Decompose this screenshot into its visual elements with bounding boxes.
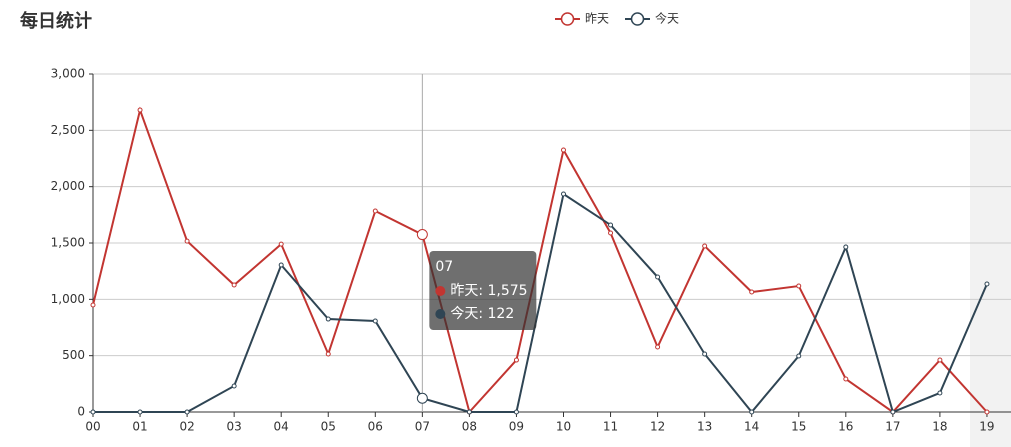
x-tick-label: 00 (85, 420, 100, 434)
legend-label: 昨天 (585, 12, 609, 26)
x-tick-label: 02 (179, 420, 194, 434)
point (843, 376, 849, 382)
zoom-shade (970, 0, 1011, 447)
x-tick-label: 09 (509, 420, 524, 434)
point (278, 262, 284, 268)
point (984, 409, 990, 415)
series-line (92, 106, 988, 415)
point (702, 243, 708, 249)
legend-marker (630, 12, 645, 26)
legend-label: 今天 (655, 11, 679, 26)
y-tick-label: 500 (62, 348, 85, 362)
x-tick-label: 10 (556, 420, 571, 434)
point (372, 318, 378, 324)
point (372, 208, 378, 214)
x-tick-label: 19 (979, 420, 994, 434)
legend-marker (560, 12, 575, 26)
chart-title: 每日统计 (20, 10, 92, 32)
point (231, 282, 237, 288)
point (513, 357, 519, 363)
x-tick-label: 08 (462, 420, 477, 434)
x-tick-label: 05 (321, 420, 336, 434)
x-tick-label: 15 (791, 420, 806, 434)
point (608, 230, 614, 236)
tooltip-dot (435, 286, 446, 296)
tooltip-box (429, 251, 537, 330)
point (561, 147, 566, 153)
point (749, 289, 755, 295)
point (655, 274, 661, 280)
point (466, 409, 472, 415)
y-tick-label: 2,500 (51, 123, 85, 137)
point (90, 409, 96, 415)
point (655, 344, 661, 350)
point (937, 390, 943, 396)
point (184, 238, 190, 244)
point (702, 351, 708, 357)
x-tick-label: 17 (885, 420, 900, 434)
point (278, 241, 284, 247)
tooltip-dot (435, 309, 446, 319)
point (890, 409, 896, 415)
point (608, 222, 614, 228)
y-tick-label: 0 (77, 405, 85, 419)
x-tick-label: 16 (838, 420, 853, 434)
point (90, 302, 96, 308)
point (137, 107, 143, 113)
point (325, 316, 331, 322)
y-tick-label: 1,000 (51, 292, 85, 306)
x-tick-label: 13 (697, 420, 712, 434)
tooltip-item: 今天: 122 (450, 306, 514, 322)
x-tick-label: 06 (368, 420, 383, 434)
point (937, 357, 943, 363)
point (561, 191, 566, 197)
series-line (93, 192, 988, 414)
point (416, 392, 428, 404)
point (796, 283, 802, 289)
y-tick-label: 3,000 (51, 67, 85, 81)
point (796, 353, 802, 359)
x-tick-label: 01 (132, 420, 147, 434)
point (416, 229, 428, 241)
x-tick-label: 12 (650, 420, 665, 434)
point (184, 409, 190, 415)
point (984, 281, 990, 287)
point (749, 409, 755, 415)
tooltip-title: 07 (435, 259, 453, 275)
y-tick-label: 2,000 (51, 179, 85, 193)
point (843, 244, 849, 250)
point (231, 383, 237, 389)
x-tick-label: 07 (415, 420, 430, 434)
point (137, 409, 143, 415)
tooltip-item: 昨天: 1,575 (450, 283, 527, 299)
x-tick-label: 18 (932, 420, 947, 434)
x-tick-label: 03 (227, 420, 242, 434)
x-tick-label: 04 (274, 420, 289, 434)
x-tick-label: 14 (744, 420, 759, 434)
point (513, 409, 519, 415)
y-tick-label: 1,500 (51, 236, 85, 250)
x-tick-label: 11 (603, 420, 618, 434)
point (325, 351, 331, 357)
